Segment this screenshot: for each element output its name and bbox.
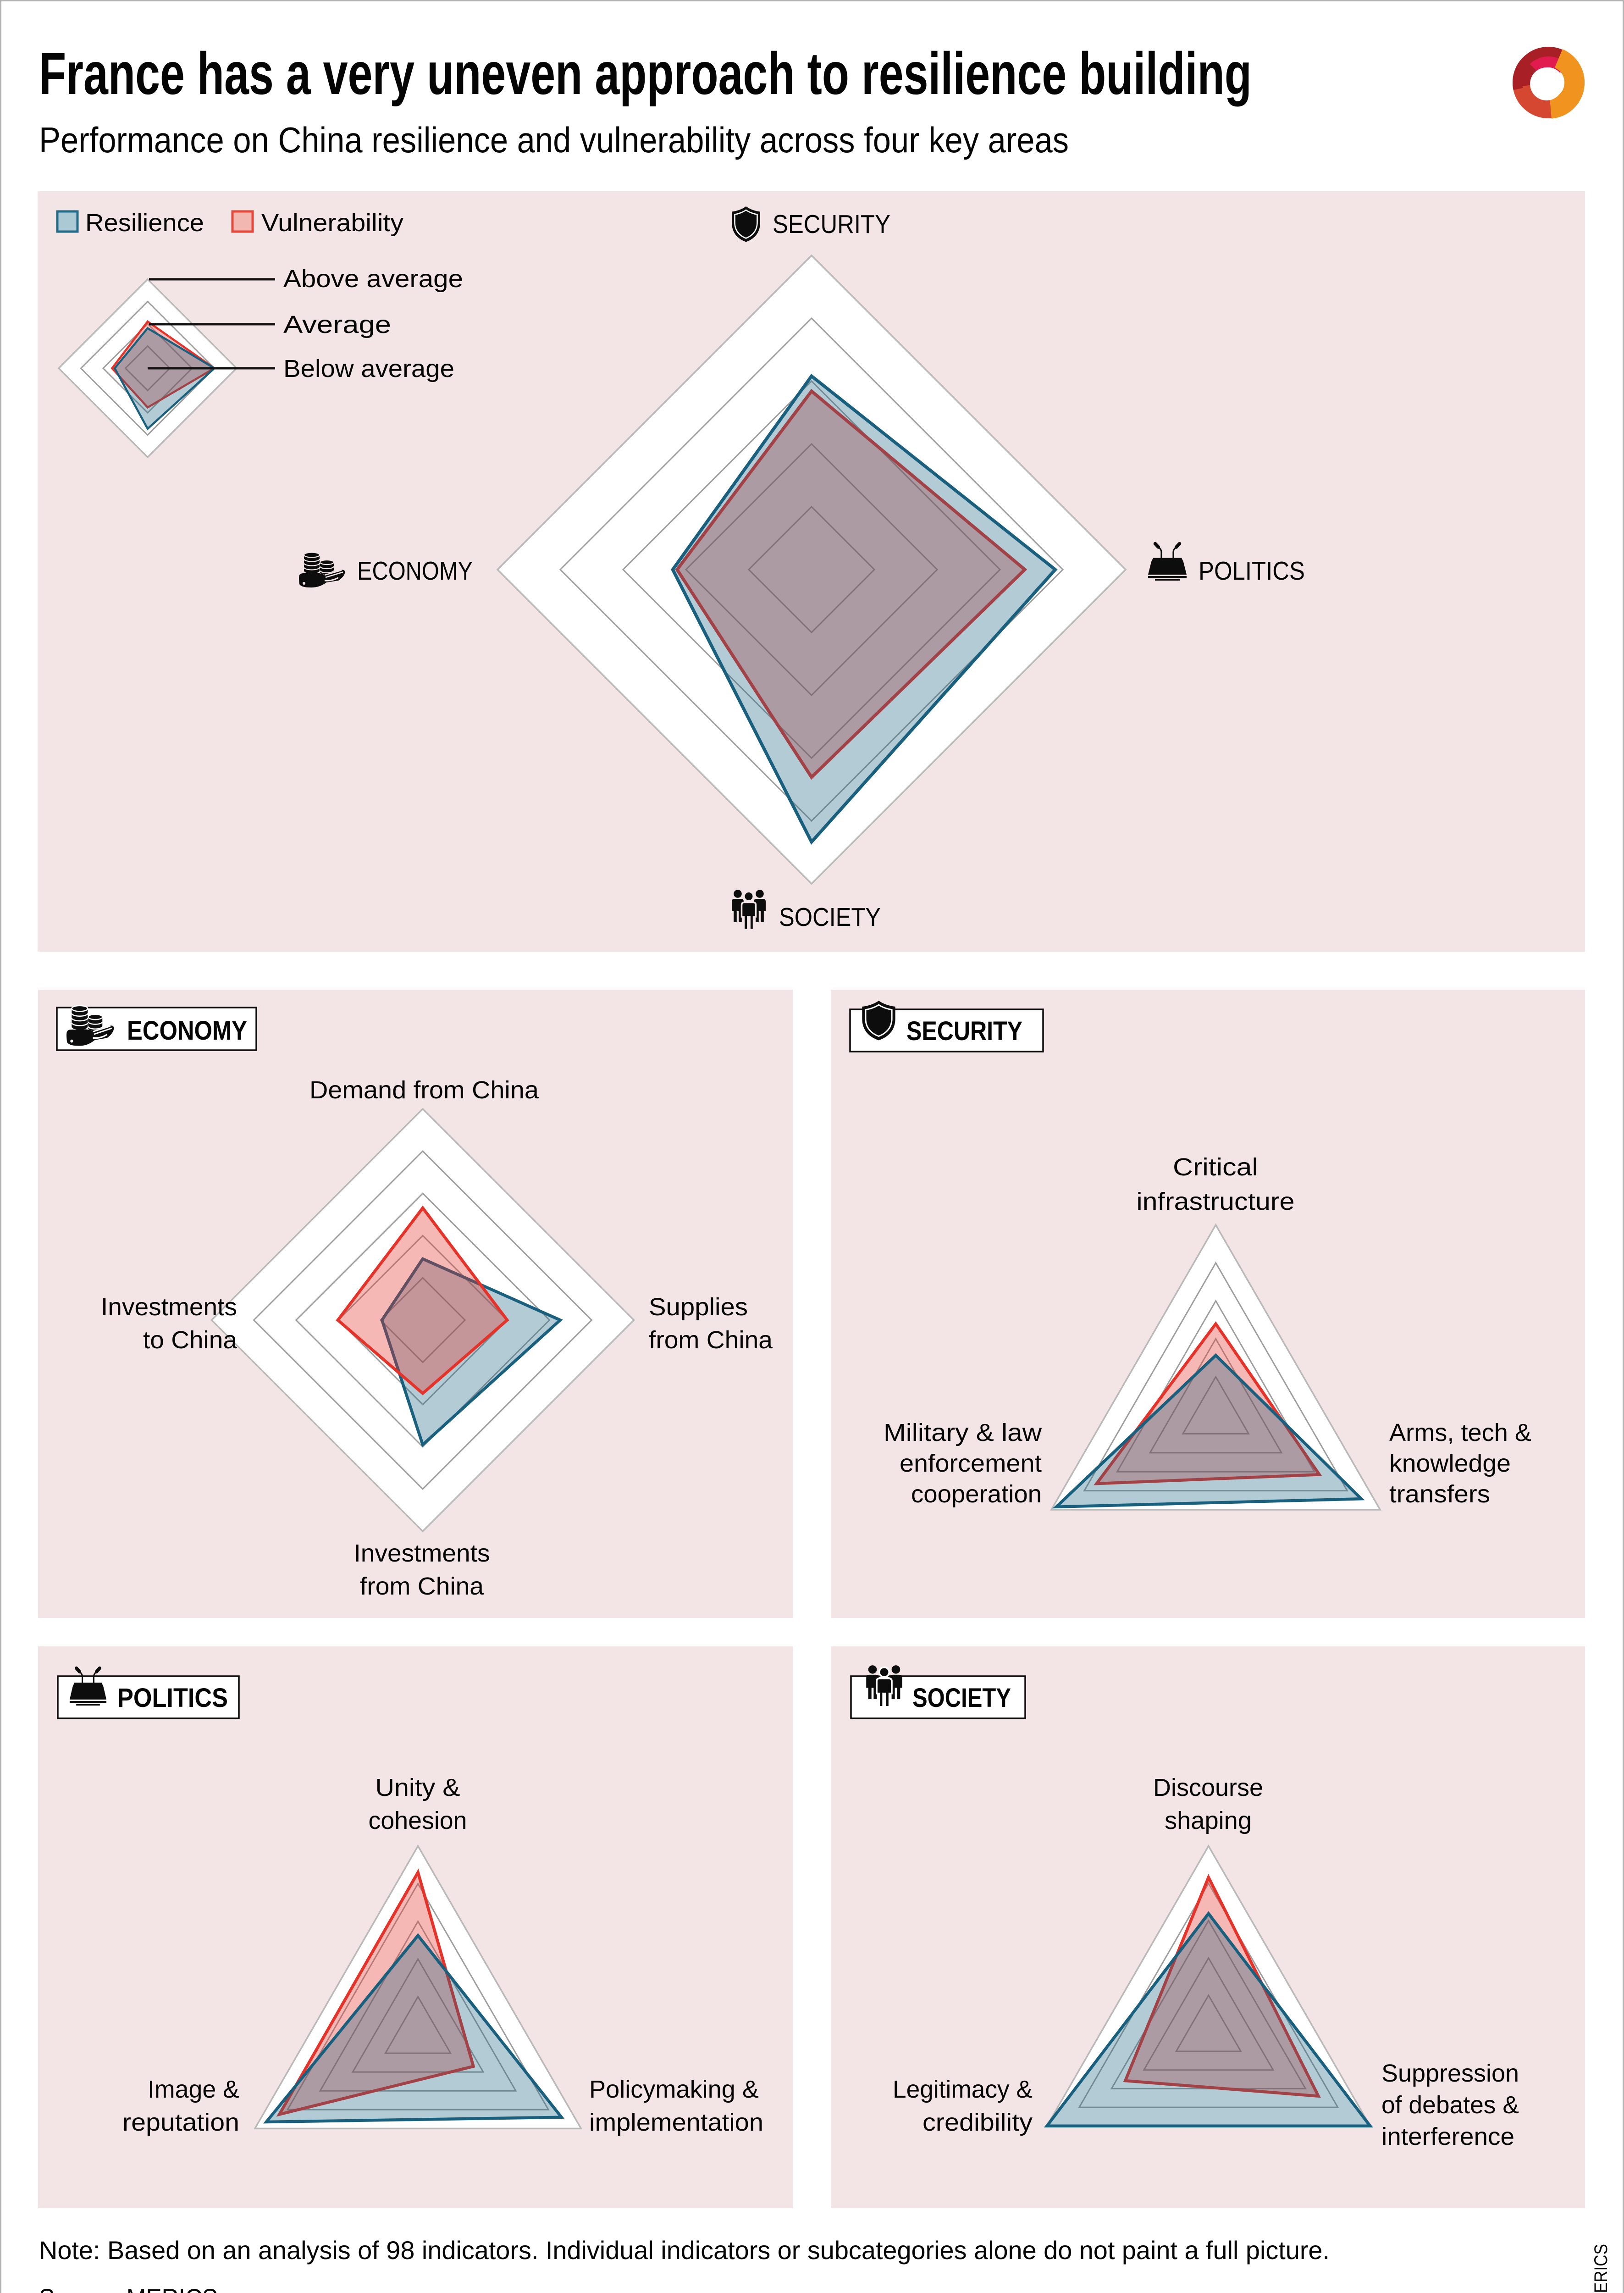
svg-text:Unity &: Unity & <box>376 1774 460 1801</box>
svg-text:enforcement: enforcement <box>900 1450 1042 1477</box>
svg-text:SOCIETY: SOCIETY <box>779 903 881 932</box>
svg-text:Discourse: Discourse <box>1153 1774 1263 1801</box>
svg-text:Arms, tech &: Arms, tech & <box>1389 1419 1531 1446</box>
svg-text:Demand from China: Demand from China <box>309 1076 539 1104</box>
svg-text:credibility: credibility <box>922 2109 1033 2136</box>
svg-text:Supplies: Supplies <box>649 1293 748 1321</box>
svg-text:Above average: Above average <box>283 265 463 293</box>
svg-text:Performance on China resilienc: Performance on China resilience and vuln… <box>39 120 1069 160</box>
svg-text:of debates &: of debates & <box>1381 2091 1519 2119</box>
svg-text:Source: MERICS: Source: MERICS <box>39 2283 218 2293</box>
svg-text:reputation: reputation <box>122 2109 239 2136</box>
svg-text:© MERICS: © MERICS <box>1591 2244 1611 2293</box>
svg-text:Image &: Image & <box>148 2076 239 2103</box>
svg-text:POLITICS: POLITICS <box>117 1683 228 1713</box>
svg-text:cooperation: cooperation <box>911 1480 1042 1508</box>
svg-text:from China: from China <box>649 1326 773 1354</box>
svg-text:SOCIETY: SOCIETY <box>912 1683 1011 1713</box>
svg-text:SECURITY: SECURITY <box>773 210 890 239</box>
svg-text:Average: Average <box>283 311 391 338</box>
svg-text:Policymaking &: Policymaking & <box>589 2076 759 2103</box>
svg-text:transfers: transfers <box>1389 1480 1490 1508</box>
svg-text:Resilience: Resilience <box>85 209 204 237</box>
svg-text:implementation: implementation <box>589 2109 763 2136</box>
svg-text:Critical: Critical <box>1173 1153 1258 1181</box>
svg-text:Investments: Investments <box>354 1540 490 1567</box>
svg-text:shaping: shaping <box>1165 1807 1252 1834</box>
svg-text:Investments: Investments <box>101 1293 237 1321</box>
svg-text:Suppression: Suppression <box>1381 2060 1519 2087</box>
svg-text:POLITICS: POLITICS <box>1199 556 1305 586</box>
svg-text:from China: from China <box>360 1573 484 1600</box>
svg-text:France has a very uneven appro: France has a very uneven approach to res… <box>39 40 1252 107</box>
svg-text:Military & law: Military & law <box>884 1419 1042 1446</box>
svg-text:SECURITY: SECURITY <box>906 1016 1022 1046</box>
svg-text:Note: Based on an analysis of: Note: Based on an analysis of 98 indicat… <box>39 2236 1330 2265</box>
svg-text:to China: to China <box>143 1326 238 1354</box>
svg-text:ECONOMY: ECONOMY <box>127 1016 247 1046</box>
svg-text:interference: interference <box>1381 2123 1514 2150</box>
svg-text:knowledge: knowledge <box>1389 1450 1511 1477</box>
svg-text:Legitimacy &: Legitimacy & <box>893 2076 1033 2103</box>
svg-text:ECONOMY: ECONOMY <box>357 556 473 586</box>
svg-text:Below average: Below average <box>283 355 454 382</box>
svg-text:Vulnerability: Vulnerability <box>261 209 403 237</box>
svg-text:infrastructure: infrastructure <box>1137 1188 1295 1215</box>
svg-text:cohesion: cohesion <box>369 1807 467 1834</box>
